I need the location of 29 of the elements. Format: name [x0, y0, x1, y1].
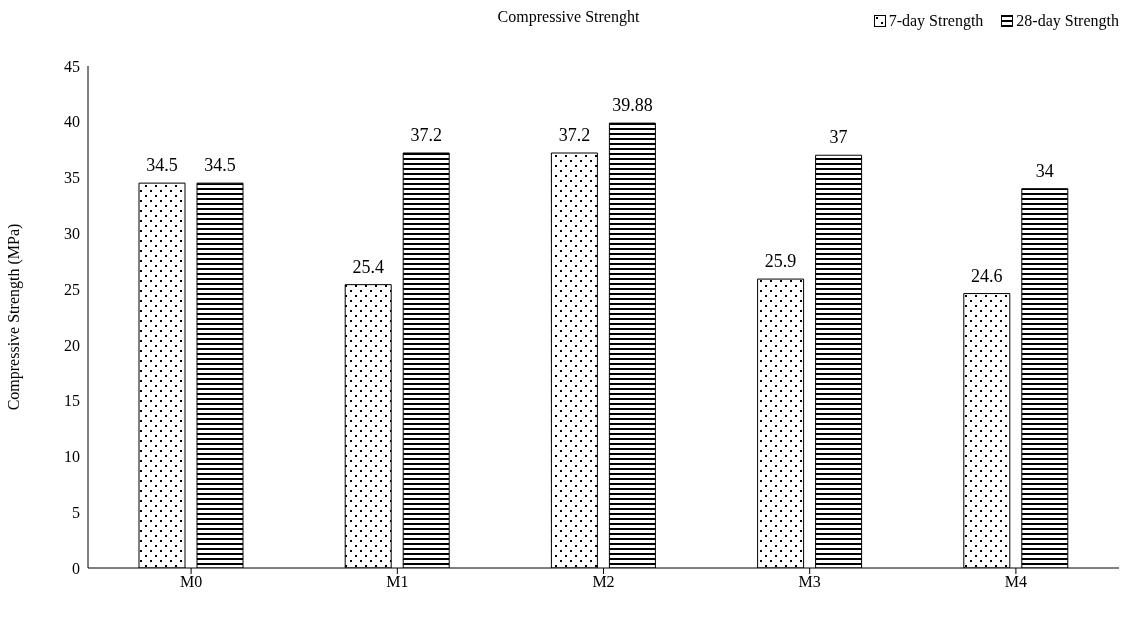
data-label: 34.5: [146, 155, 178, 176]
y-tick-label: 30: [64, 225, 80, 243]
y-tick-label: 35: [64, 169, 80, 187]
data-label: 39.88: [612, 95, 653, 116]
x-tick-label: M2: [592, 573, 615, 591]
data-label: 34.5: [204, 155, 236, 176]
y-axis-title: Compressive Strength (MPa): [4, 223, 23, 411]
y-tick-label: 20: [64, 336, 80, 354]
data-label: 37.2: [558, 125, 591, 146]
data-label: 24.6: [971, 265, 1003, 286]
legend-label: 28-day Strength: [1015, 12, 1119, 30]
data-label: 37.2: [410, 125, 442, 146]
y-tick-label: 10: [64, 448, 80, 466]
x-tick-label: M3: [798, 573, 821, 591]
x-tick-label: M0: [179, 573, 203, 591]
y-tick-label: 45: [64, 57, 80, 75]
chart-title: Compressive Strenght: [497, 8, 640, 25]
x-tick-label: M1: [386, 573, 409, 591]
y-tick-label: 25: [64, 280, 80, 298]
y-tick-label: 0: [72, 559, 80, 577]
y-tick-label: 40: [64, 113, 80, 131]
y-tick-label: 5: [72, 503, 80, 521]
x-tick-label: M4: [1004, 573, 1028, 591]
y-tick-label: 15: [64, 392, 80, 410]
legend-label: 7-day Strength: [887, 12, 984, 30]
data-label: 34: [1035, 160, 1054, 181]
data-label: 25.4: [352, 256, 384, 277]
data-label: 37: [829, 127, 848, 148]
data-label: 25.9: [764, 251, 797, 272]
